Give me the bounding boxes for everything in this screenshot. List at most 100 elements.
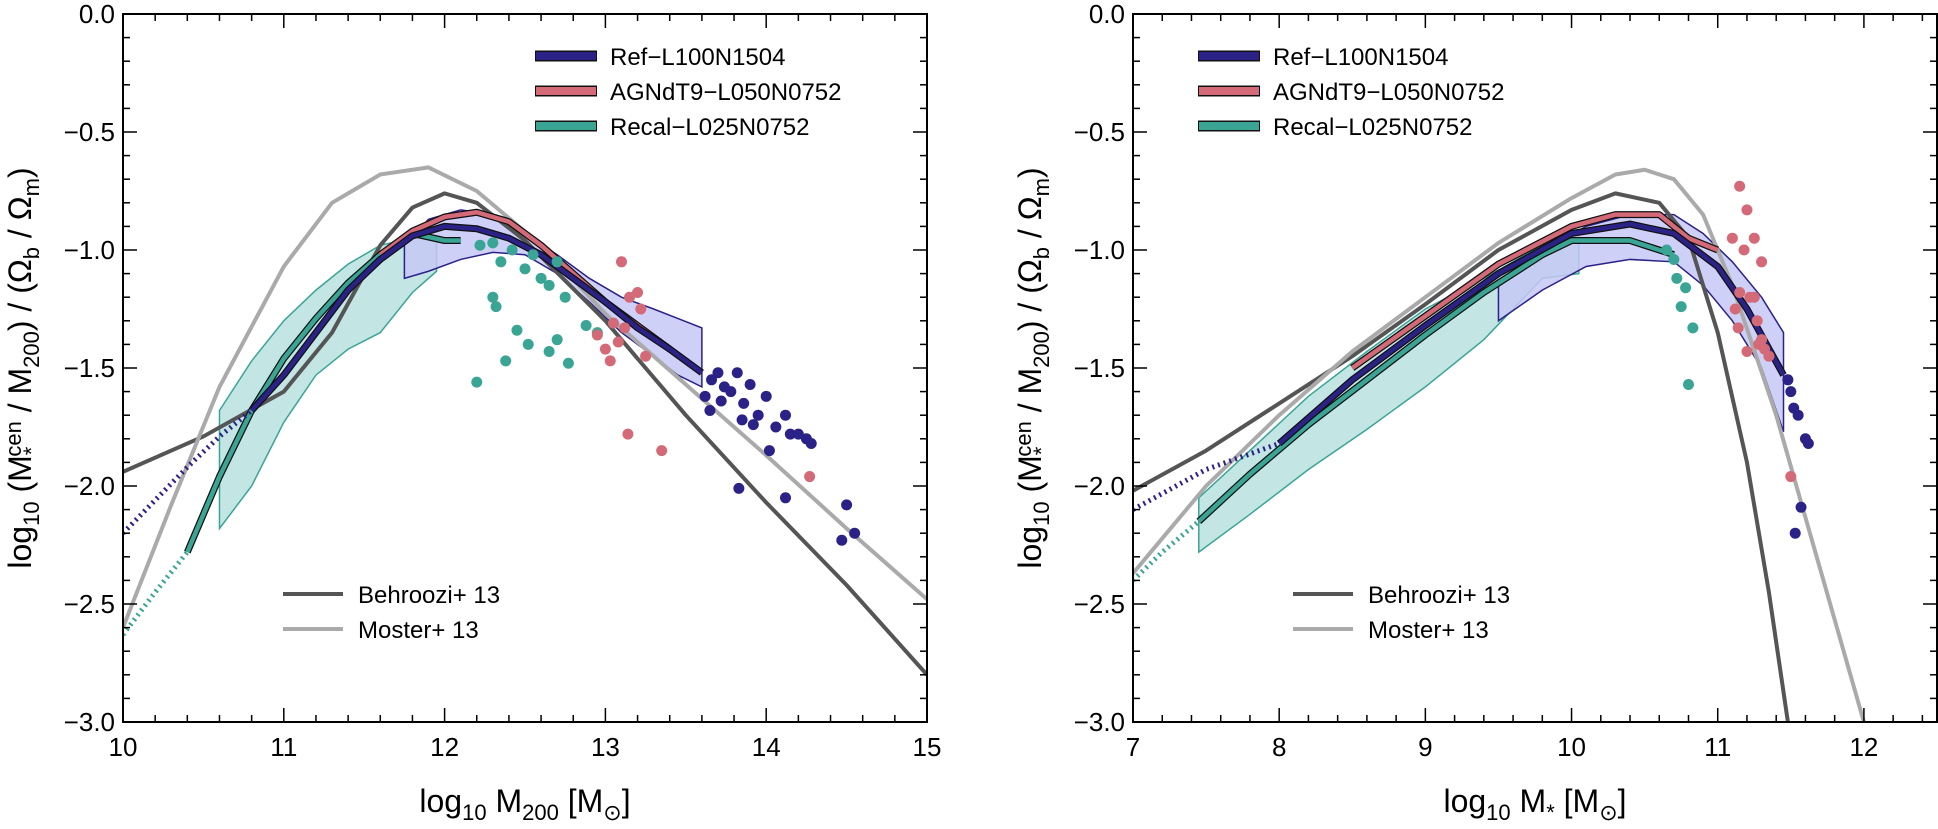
y-axis-label-part: / Ω (1012, 196, 1048, 247)
moster-legend-label: Moster+ 13 (1368, 617, 1489, 644)
x-axis-label-part: M (1511, 783, 1547, 819)
behroozi-curve (123, 191, 927, 677)
y-tick-label: −0.5 (1074, 117, 1125, 147)
ref-point (725, 386, 737, 398)
recal-point (1682, 379, 1694, 391)
x-tick-label: 9 (1418, 732, 1432, 762)
ref-line (1277, 221, 1786, 446)
plot-area (1133, 167, 1866, 722)
y-axis-label-part: m (1029, 178, 1054, 196)
y-axis-label: log10 (M*cen / M200) / (Ωb / Ωm) (1011, 167, 1054, 568)
agn-point (635, 303, 647, 315)
y-tick-label: −1.5 (1074, 353, 1125, 383)
y-axis-label-part: (M (2, 455, 38, 501)
y-axis-label-part: ) (2, 167, 38, 178)
y-tick-label: −1.0 (64, 235, 115, 265)
recal-point (1680, 282, 1692, 294)
x-axis-label: log10 M200 [M⊙] (419, 783, 630, 825)
recal-point (487, 237, 499, 249)
recal-line (185, 231, 461, 553)
recal-point (522, 338, 534, 350)
ref-point (1795, 501, 1807, 513)
agn-point (599, 343, 611, 355)
ref-point (779, 409, 791, 421)
ref-point (747, 419, 759, 431)
recal-point (535, 272, 547, 284)
y-axis-label: log10 (M*cen / M200) / (Ωb / Ωm) (1, 167, 44, 568)
x-tick-label: 14 (752, 732, 781, 762)
ref-point (699, 390, 711, 402)
ref-point (763, 445, 775, 457)
behroozi-legend-label: Behroozi+ 13 (358, 582, 500, 609)
recal-point (551, 256, 563, 268)
recal-point (487, 291, 499, 303)
agn-point (1738, 244, 1750, 256)
recal-dotted-line (1133, 519, 1201, 583)
ref-legend-label: Ref−L100N1504 (1273, 44, 1448, 71)
agn-legend-label: AGNdT9−L050N0752 (610, 79, 842, 106)
recal-point (551, 334, 563, 346)
moster-legend-label: Moster+ 13 (358, 617, 479, 644)
recal-point (490, 301, 502, 313)
agn-legend-label: AGNdT9−L050N0752 (1273, 79, 1505, 106)
y-tick-label: −1.5 (64, 353, 115, 383)
agn-point (607, 317, 619, 329)
ref-point (738, 397, 750, 409)
behroozi-curve (1133, 191, 1790, 722)
recal-point (500, 355, 512, 367)
y-axis-label-part: 10 (1029, 501, 1054, 525)
ref-point (792, 428, 804, 440)
left-panel: 10 11 12 13 14 15 0.0 −0.5 −1.0 −1.5 −2.0 −2.5 −3.0 l… (1, 0, 941, 825)
agn-point (1759, 343, 1771, 355)
y-tick-label: −0.5 (64, 117, 115, 147)
recal-point (519, 263, 531, 275)
x-axis-label-part: [M (1555, 783, 1599, 819)
recal-point (543, 279, 555, 291)
y-axis-label-part: ) (1012, 167, 1048, 178)
agn-point (1729, 303, 1741, 315)
ref-point (1789, 527, 1801, 539)
agn-point (1751, 315, 1763, 327)
recal-point (471, 376, 483, 388)
agn-point (1734, 286, 1746, 298)
y-axis-label-part: / Ω (2, 196, 38, 247)
x-axis-label-part: 200 (522, 800, 559, 825)
ref-point (805, 438, 817, 450)
recal-point (1661, 244, 1673, 256)
agn-point (591, 329, 603, 341)
recal-point (543, 345, 555, 357)
y-axis-label-part: m (19, 178, 44, 196)
y-tick-label: −3.0 (64, 707, 115, 737)
agn-point (1748, 232, 1760, 244)
ref-point (731, 367, 743, 379)
ref-point (770, 421, 782, 433)
recal-point (1675, 301, 1687, 313)
agn-point (619, 322, 631, 334)
x-tick-label: 11 (270, 732, 297, 762)
ref-point (836, 534, 848, 546)
y-axis-label-part: * (1029, 446, 1054, 455)
recal-scatter-band (218, 235, 438, 531)
x-tick-label: 13 (591, 732, 620, 762)
recal-point (580, 320, 592, 332)
axes-frame (1132, 13, 1938, 723)
agn-point (804, 471, 816, 483)
x-tick-label: 15 (913, 732, 942, 762)
ref-line (249, 224, 704, 412)
x-axis-label-part: 10 (1486, 800, 1510, 825)
agn-point (604, 355, 616, 367)
agn-point (1726, 232, 1738, 244)
y-axis-label-part: / M (1012, 368, 1048, 421)
agn-point (624, 291, 636, 303)
agn-point (1741, 345, 1753, 357)
ref-point (779, 492, 791, 504)
ref-point (1785, 386, 1797, 398)
ref-point (715, 395, 727, 407)
ref-point (1802, 438, 1814, 450)
x-axis-label-part: ⊙ (1599, 800, 1617, 825)
y-tick-label: −1.0 (1074, 235, 1125, 265)
agn-point (632, 286, 644, 298)
moster-curve (123, 165, 927, 629)
x-tick-label: 10 (109, 732, 138, 762)
x-axis-label-part: ] (1618, 783, 1627, 819)
